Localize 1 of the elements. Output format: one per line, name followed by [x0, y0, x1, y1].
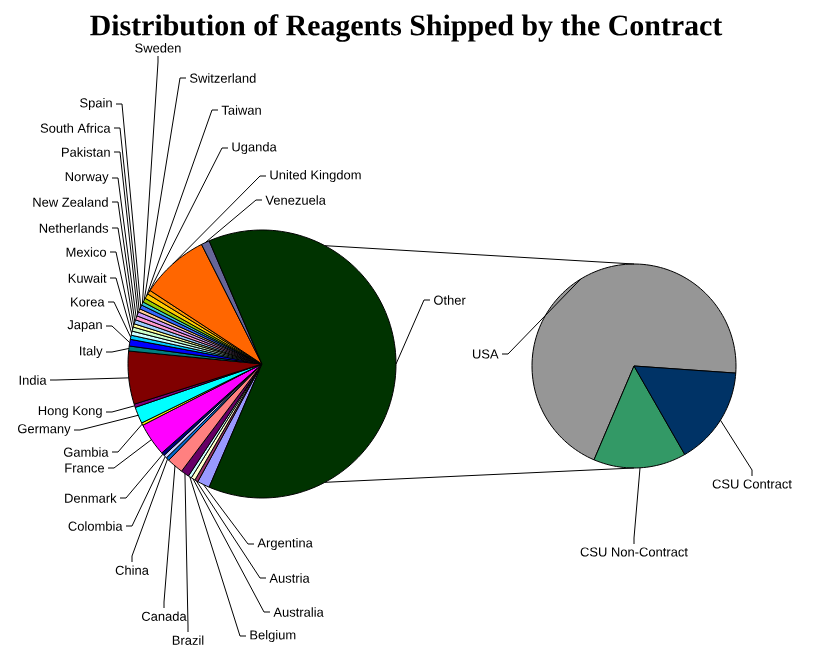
chart-title: Distribution of Reagents Shipped by the Contract	[90, 14, 723, 42]
